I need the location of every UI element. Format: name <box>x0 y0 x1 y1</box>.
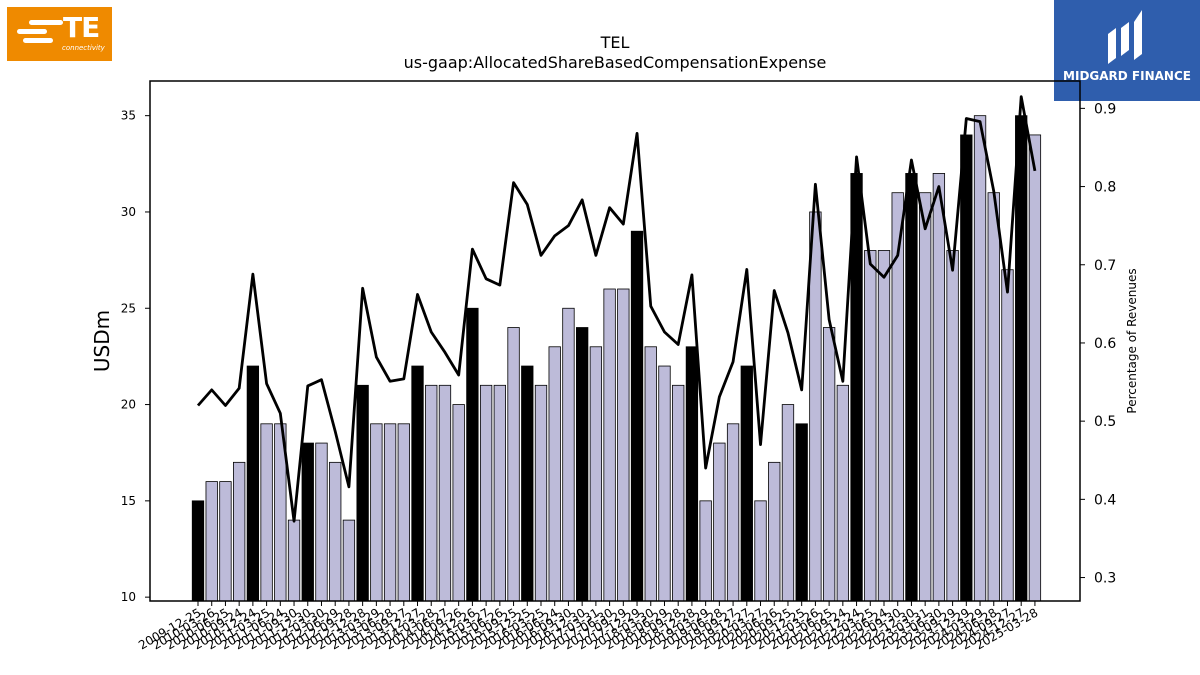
y2-tick-label: 0.8 <box>1094 180 1116 196</box>
bar <box>205 481 218 602</box>
bar <box>713 442 726 602</box>
y2-tick-label: 0.6 <box>1094 336 1116 352</box>
midgard-logo-text: MIDGARD FINANCE <box>1063 69 1191 83</box>
y-tick-label: 10 <box>121 590 136 604</box>
chart-title: TEL <box>600 33 630 52</box>
bar <box>425 384 438 602</box>
bar <box>740 365 753 602</box>
chart-subtitle: us-gaap:AllocatedShareBasedCompensationE… <box>404 53 827 72</box>
y2-tick-label: 0.5 <box>1094 414 1116 430</box>
bar <box>726 423 740 602</box>
y-tick-label: 20 <box>121 398 136 412</box>
bar <box>329 461 342 602</box>
bar <box>754 500 767 602</box>
y2-tick-label: 0.4 <box>1094 492 1116 508</box>
bar <box>493 384 506 602</box>
te-stripes-icon <box>17 20 63 43</box>
bar <box>617 288 630 602</box>
te-logo-text: TE <box>63 11 100 44</box>
bar <box>397 423 410 602</box>
percentage-line <box>196 95 1037 523</box>
bar <box>973 115 987 602</box>
bar <box>877 250 891 602</box>
bar <box>411 365 424 602</box>
bar <box>630 230 644 602</box>
bar <box>932 173 946 602</box>
bar <box>672 384 685 602</box>
y-tick-label: 30 <box>121 205 136 219</box>
bar <box>466 307 479 602</box>
bar <box>356 384 369 602</box>
bar <box>315 442 328 602</box>
y2-tick-label: 0.9 <box>1094 101 1116 117</box>
y-tick-label: 35 <box>121 109 136 123</box>
bar <box>685 346 699 602</box>
y-axis-label: USDm <box>90 310 114 372</box>
y-axis-ticks: 10 15 20 25 30 35 <box>121 109 150 604</box>
y-tick-label: 25 <box>121 301 136 315</box>
y2-tick-label: 0.3 <box>1094 571 1116 587</box>
x-axis-ticks: 2009-12-252010-03-262010-06-252010-09-24… <box>136 601 1040 652</box>
bar <box>644 346 657 602</box>
bar <box>905 173 918 602</box>
bar <box>809 211 822 602</box>
bar <box>576 327 589 602</box>
bar <box>383 423 397 602</box>
bar <box>301 442 314 602</box>
bar <box>960 134 973 602</box>
bar <box>822 327 836 602</box>
y2-axis-ticks: 0.3 0.4 0.5 0.6 0.7 0.8 0.9 <box>1080 101 1116 587</box>
line-group <box>196 95 1037 523</box>
bar <box>836 384 849 602</box>
y2-axis-label: Percentage of Revenues <box>1125 268 1139 413</box>
bar <box>438 384 452 602</box>
bar <box>699 500 712 602</box>
te-connectivity-logo: TE connectivity <box>7 7 112 61</box>
bar <box>1001 269 1014 602</box>
plot-frame <box>149 80 1081 602</box>
y2-tick-label: 0.7 <box>1094 258 1116 274</box>
midgard-m-icon <box>1108 10 1142 64</box>
bar <box>603 288 616 602</box>
bar <box>658 365 671 602</box>
bar <box>479 384 493 602</box>
bar <box>987 192 1000 602</box>
bar <box>342 519 356 602</box>
bar <box>795 423 808 602</box>
bar <box>768 461 781 602</box>
bar <box>1015 115 1028 602</box>
bar <box>521 365 534 602</box>
bar <box>864 250 877 602</box>
bar <box>781 404 795 602</box>
bar <box>370 423 383 602</box>
bar <box>246 365 260 602</box>
bar <box>946 250 959 602</box>
midgard-finance-logo: MIDGARD FINANCE <box>1054 0 1200 101</box>
bar-group <box>191 115 1042 602</box>
te-logo-subtext: connectivity <box>62 44 105 52</box>
bar <box>548 346 561 602</box>
bar <box>191 500 205 602</box>
bar <box>562 307 575 602</box>
bar <box>534 384 548 602</box>
bar <box>452 404 465 602</box>
bar <box>589 346 603 602</box>
bar <box>260 423 273 602</box>
y-tick-label: 15 <box>121 494 136 508</box>
bar <box>1028 134 1042 602</box>
bar <box>507 327 520 602</box>
bar <box>919 192 932 602</box>
bar <box>233 461 246 602</box>
bar <box>219 481 232 602</box>
bar <box>287 519 301 602</box>
